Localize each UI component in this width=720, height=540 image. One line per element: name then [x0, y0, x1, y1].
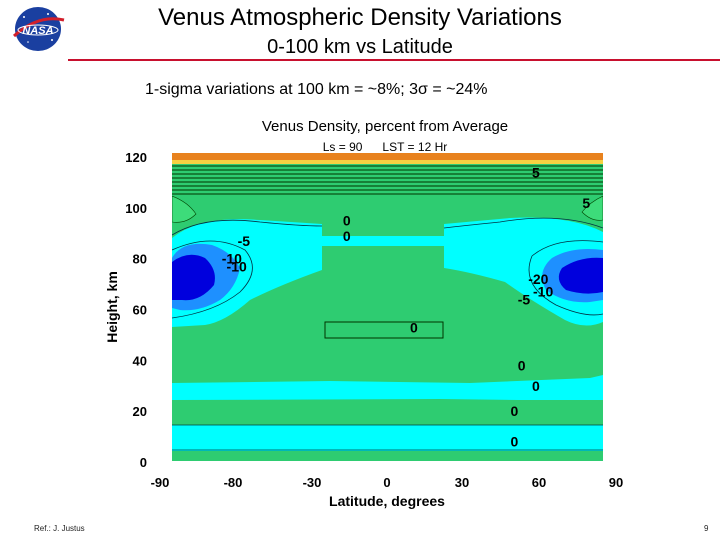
contour-line-left-b [172, 240, 253, 319]
x-axis-label: Latitude, degrees [329, 493, 445, 509]
region-cyan-center [322, 236, 444, 246]
contour-label-8: -10 [533, 284, 553, 300]
contour-box-0 [324, 321, 444, 339]
region-orange-top [172, 153, 603, 163]
contour-label-6: -10 [227, 258, 247, 274]
contour-label-4: -5 [238, 233, 251, 249]
contour-label-7: -20 [528, 271, 548, 287]
nasa-logo: NASA [8, 4, 68, 54]
y-tick-4: 80 [133, 252, 147, 267]
reference-note: Ref.: J. Justus [34, 524, 85, 533]
contour-label-11: 0 [518, 357, 526, 373]
x-tick-3: 0 [383, 475, 390, 490]
region-cyan-mid [172, 375, 603, 400]
x-tick-2: -30 [303, 475, 322, 490]
region-blue-right-inner [558, 257, 603, 294]
page-number: 9 [704, 524, 709, 533]
y-tick-3: 60 [133, 303, 147, 318]
contour-line-right-a [443, 217, 603, 229]
contour-label-0: 5 [532, 164, 540, 180]
region-cyan-low [172, 425, 603, 451]
chart-subtitle: Ls = 90 LST = 12 Hr [323, 140, 448, 154]
contour-label-12: 0 [532, 378, 540, 394]
region-green-bump-right [581, 195, 603, 221]
contour-label-10: 0 [410, 319, 418, 335]
x-tick-5: 60 [532, 475, 546, 490]
contour-label-2: 0 [343, 213, 351, 229]
contour-label-9: -5 [518, 291, 531, 307]
title-rule [68, 59, 720, 61]
y-tick-5: 100 [125, 201, 147, 216]
region-yellow-top [172, 160, 603, 164]
x-tick-0: -90 [151, 475, 170, 490]
contour-label-3: 0 [343, 228, 351, 244]
page-subtitle: 0-100 km vs Latitude [267, 36, 453, 58]
x-ticks: -90 -80 -30 0 30 60 90 [151, 475, 624, 490]
contour-label-13: 0 [511, 403, 519, 419]
contour-fill [172, 153, 603, 461]
region-green-base [172, 153, 603, 461]
top-contour-lines [172, 165, 603, 195]
contour-line-right-b [528, 240, 603, 316]
y-ticks: 0 20 40 60 80 100 120 [125, 150, 147, 470]
contour-label-5: -10 [222, 251, 242, 267]
x-tick-1: -80 [224, 475, 243, 490]
contour-line-left-a [172, 219, 323, 236]
region-green-bump-left [172, 195, 197, 223]
x-tick-4: 30 [455, 475, 469, 490]
y-tick-6: 120 [125, 150, 147, 165]
x-tick-6: 90 [609, 475, 623, 490]
page-title: Venus Atmospheric Density Variations [158, 4, 562, 31]
svg-text:NASA: NASA [22, 25, 53, 37]
contour-label-14: 0 [511, 434, 519, 450]
y-tick-0: 0 [140, 455, 147, 470]
y-axis-label: Height, km [104, 271, 120, 343]
y-tick-2: 40 [133, 353, 147, 368]
region-blue-left-inner [172, 254, 215, 301]
y-tick-1: 20 [133, 404, 147, 419]
chart-title: Venus Density, percent from Average [262, 118, 508, 135]
contour-label-1: 5 [582, 195, 590, 211]
sigma-note: 1-sigma variations at 100 km = ~8%; 3σ =… [145, 81, 488, 98]
